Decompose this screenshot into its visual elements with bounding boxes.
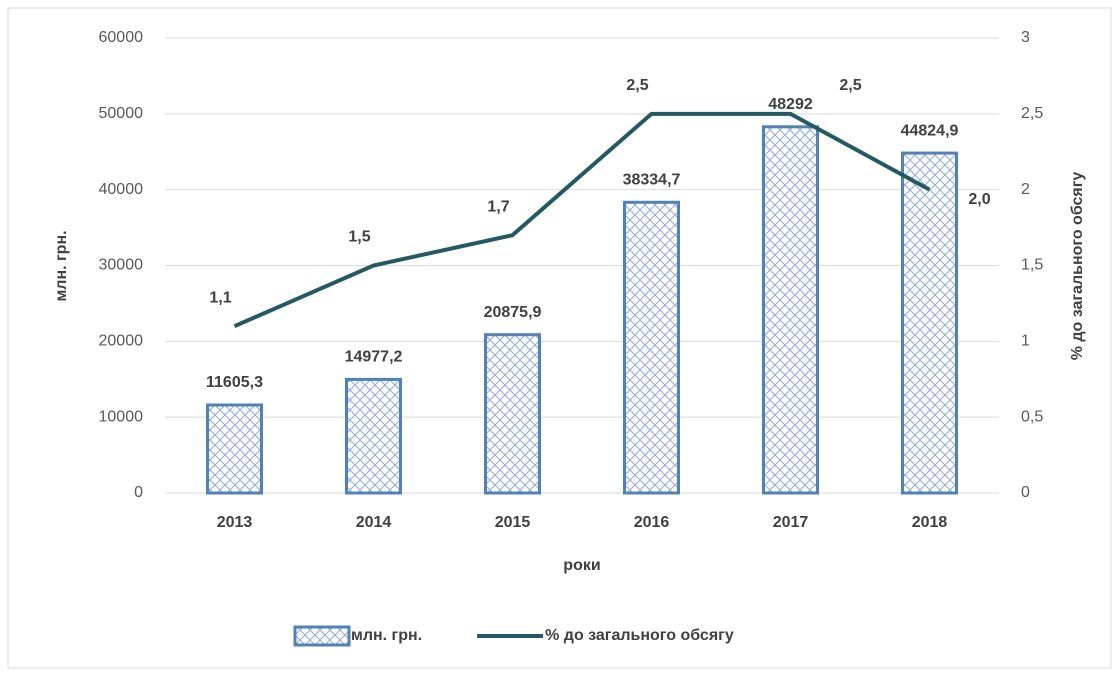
line-value-label: 2,5 (626, 77, 648, 94)
y2-tick-label: 1,5 (1021, 257, 1043, 274)
line-value-label: 2,5 (839, 77, 861, 94)
y-tick-label: 10000 (99, 408, 144, 425)
y-tick-label: 30000 (99, 257, 144, 274)
y-tick-label: 50000 (99, 105, 144, 122)
bar (206, 403, 263, 495)
bar (762, 125, 819, 495)
x-tick-label: 2016 (634, 514, 670, 531)
y2-tick-label: 1 (1021, 333, 1030, 350)
y-tick-label: 40000 (99, 181, 144, 198)
legend-label: млн. грн. (351, 627, 422, 644)
bar-value-label: 20875,9 (484, 304, 542, 321)
y2-tick-label: 2,5 (1021, 105, 1043, 122)
bar-value-label: 11605,3 (206, 374, 263, 391)
bar (901, 151, 958, 495)
x-tick-label: 2018 (912, 514, 948, 531)
x-tick-label: 2017 (773, 514, 809, 531)
legend-label: % до загального обсягу (545, 627, 734, 644)
x-tick-label: 2015 (495, 514, 531, 531)
bar-value-label: 48292 (768, 96, 813, 113)
bar-value-label: 38334,7 (623, 172, 681, 189)
y-tick-label: 60000 (99, 29, 144, 46)
y-axis-title: млн. грн. (53, 230, 70, 301)
y2-tick-label: 2 (1021, 181, 1030, 198)
line-value-label: 1,1 (209, 289, 231, 306)
line-value-label: 2,0 (968, 191, 990, 208)
bar (623, 200, 680, 495)
y2-tick-label: 3 (1021, 29, 1030, 46)
y-tick-label: 0 (134, 484, 143, 501)
bar-value-label: 44824,9 (901, 122, 959, 139)
y-tick-label: 20000 (99, 333, 144, 350)
bar (484, 333, 541, 495)
bar (345, 377, 402, 495)
x-axis-title: роки (563, 557, 600, 574)
y2-axis-title: % до загального обсягу (1069, 172, 1086, 361)
x-tick-label: 2013 (217, 514, 253, 531)
line-value-label: 1,5 (348, 229, 370, 246)
bar-value-label: 14977,2 (345, 349, 403, 366)
y2-tick-label: 0 (1021, 484, 1030, 501)
line (233, 111, 931, 329)
x-tick-label: 2014 (356, 514, 392, 531)
y2-tick-label: 0,5 (1021, 408, 1043, 425)
legend-swatch (293, 625, 351, 647)
line-value-label: 1,7 (487, 198, 509, 215)
